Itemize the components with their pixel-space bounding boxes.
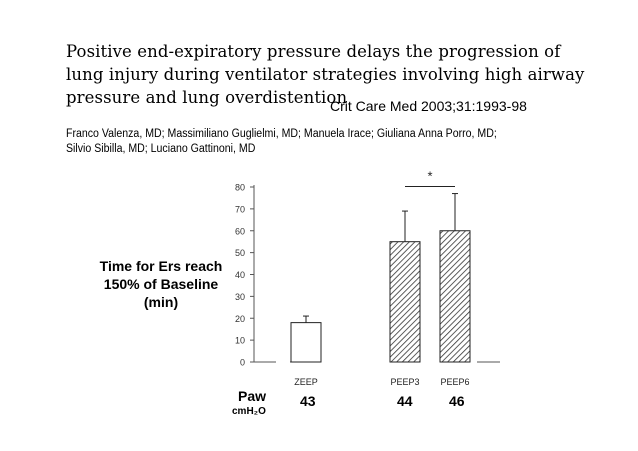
y-tick-label: 10 <box>235 336 245 346</box>
paw-unit: cmH₂O <box>232 406 266 417</box>
y-tick-label: 50 <box>235 248 245 258</box>
authors-line-1: Franco Valenza, MD; Massimiliano Gugliel… <box>66 128 497 140</box>
paw-value-peep6: 46 <box>449 393 465 409</box>
y-tick-label: 0 <box>240 358 245 368</box>
significance-marker: * <box>427 169 432 184</box>
paw-label: Paw <box>238 388 267 404</box>
paw-value-zeep: 43 <box>300 393 316 409</box>
paw-value-peep3: 44 <box>397 393 413 409</box>
y-axis-label: Time for Ers reach 150% of Baseline (min… <box>99 258 223 310</box>
y-tick-label: 40 <box>235 270 245 280</box>
y-tick-label: 20 <box>235 314 245 324</box>
author-list: Franco Valenza, MD; Massimiliano Gugliel… <box>66 127 544 157</box>
citation: Crit Care Med 2003;31:1993-98 <box>330 98 527 114</box>
y-tick-label: 70 <box>235 204 245 214</box>
x-tick-label: PEEP3 <box>390 377 419 387</box>
y-tick-label: 60 <box>235 226 245 236</box>
bar-zeep <box>290 322 322 363</box>
x-tick-label: ZEEP <box>294 377 318 387</box>
x-tick-label: PEEP6 <box>440 377 469 387</box>
y-tick-label: 80 <box>235 183 245 193</box>
bar-peep6 <box>439 230 471 363</box>
paper-title: Positive end-expiratory pressure delays … <box>66 42 585 107</box>
authors-line-2: Silvio Sibilla, MD; Luciano Gattinoni, M… <box>66 143 256 155</box>
bar-peep3 <box>389 241 421 363</box>
y-tick-label: 30 <box>235 292 245 302</box>
